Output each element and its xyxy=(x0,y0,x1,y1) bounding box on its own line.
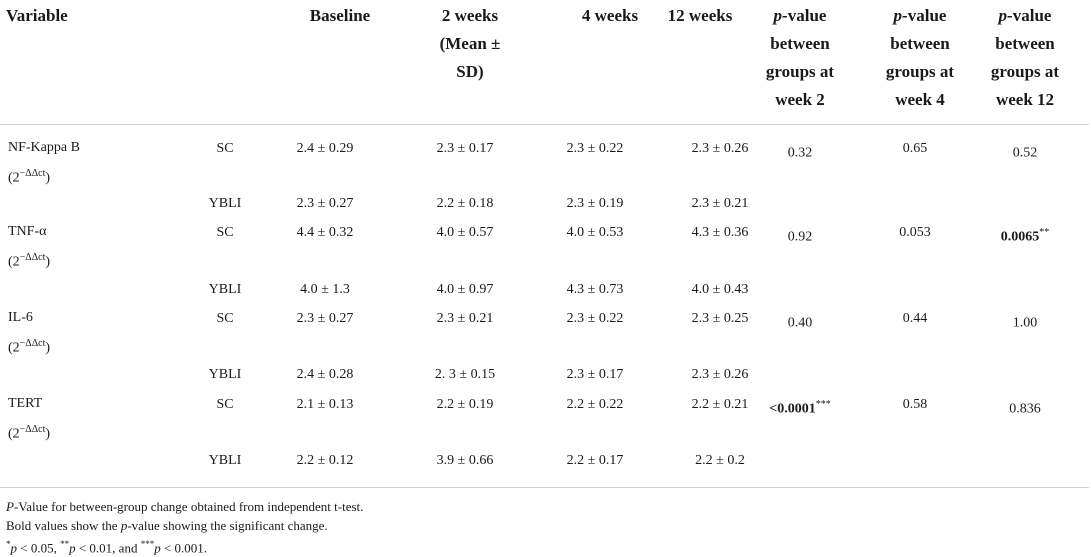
header-variable: Variable xyxy=(6,6,68,25)
table-cell: 2.3 ± 0.26 xyxy=(691,141,749,156)
table-cell: 2.2 ± 0.18 xyxy=(436,196,494,211)
pvalue-week12: 0.836 xyxy=(1009,401,1041,417)
pvalue-week12: 0.0065** xyxy=(1000,227,1050,245)
table-cell: 4.0 ± 0.53 xyxy=(566,225,624,240)
pvalue-week4: 0.44 xyxy=(902,311,928,326)
header-baseline: Baseline xyxy=(309,6,371,25)
table-cell: 2.2 ± 0.22 xyxy=(566,397,624,412)
pvalue-week4: 0.053 xyxy=(899,225,931,240)
footnote-3: *p < 0.05, **p < 0.01, and ***p < 0.001. xyxy=(6,539,208,556)
group-sc: SC xyxy=(216,311,234,326)
pvalue-week4: 0.58 xyxy=(902,397,928,412)
table-cell: 4.0 ± 0.57 xyxy=(436,225,494,240)
row-label-tert: TERT (2−ΔΔct) xyxy=(8,396,51,442)
pvalue-week2: 0.40 xyxy=(787,315,813,331)
table-cell: 2.3 ± 0.27 xyxy=(296,196,354,211)
header-divider xyxy=(0,124,1089,125)
table-cell: 4.0 ± 0.43 xyxy=(691,282,749,297)
table-cell: 4.3 ± 0.73 xyxy=(566,282,624,297)
table-cell: 2.2 ± 0.12 xyxy=(296,453,354,468)
table-footnotes: P-Value for between-group change obtaine… xyxy=(6,497,363,557)
table-cell: 2.3 ± 0.25 xyxy=(691,311,749,326)
header-pvalue-week12: p-value between groups at week 12 xyxy=(990,6,1060,109)
group-sc: SC xyxy=(216,397,234,412)
group-sc: SC xyxy=(216,141,234,156)
table-cell: 2.3 ± 0.17 xyxy=(566,367,624,382)
table-cell: 2.2 ± 0.19 xyxy=(436,397,494,412)
header-pvalue-week4: p-value between groups at week 4 xyxy=(885,6,955,109)
group-ybli: YBLI xyxy=(208,282,242,297)
pvalue-week4: 0.65 xyxy=(902,141,928,156)
row-label-nfkb: NF-Kappa B (2−ΔΔct) xyxy=(8,140,80,186)
pvalue-week12: 0.52 xyxy=(1012,145,1038,161)
table-cell: 2.1 ± 0.13 xyxy=(296,397,354,412)
group-sc: SC xyxy=(216,225,234,240)
table-cell: 4.3 ± 0.36 xyxy=(691,225,749,240)
header-week12: 12 weeks xyxy=(667,6,733,25)
footnote-1: P-Value for between-group change obtaine… xyxy=(6,499,364,514)
header-pvalue-week2: p-value between groups at week 2 xyxy=(765,6,835,109)
table-cell: 2.2 ± 0.21 xyxy=(691,397,749,412)
footnote-2: Bold values show the p-value showing the… xyxy=(6,518,328,533)
table-cell: 3.9 ± 0.66 xyxy=(436,453,494,468)
pvalue-week2: 0.32 xyxy=(787,145,813,161)
table-cell: 2.3 ± 0.26 xyxy=(691,367,749,382)
table-cell: 4.0 ± 0.97 xyxy=(436,282,494,297)
header-week2: 2 weeks (Mean ± SD) xyxy=(439,6,501,81)
header-week4: 4 weeks xyxy=(581,6,639,25)
table-cell: 2. 3 ± 0.15 xyxy=(434,367,496,382)
group-ybli: YBLI xyxy=(208,453,242,468)
pvalue-week2: 0.92 xyxy=(787,229,813,245)
pvalue-week12: 1.00 xyxy=(1012,315,1038,331)
table-cell: 2.4 ± 0.28 xyxy=(296,367,354,382)
table-cell: 2.2 ± 0.2 xyxy=(695,453,745,468)
group-ybli: YBLI xyxy=(208,367,242,382)
pvalue-week2: <0.0001*** xyxy=(769,399,831,417)
table-cell: 2.3 ± 0.22 xyxy=(566,311,624,326)
footer-divider xyxy=(0,487,1089,488)
table-cell: 4.4 ± 0.32 xyxy=(296,225,354,240)
row-label-il6: IL-6 (2−ΔΔct) xyxy=(8,310,51,356)
group-ybli: YBLI xyxy=(208,196,242,211)
table-cell: 2.3 ± 0.27 xyxy=(296,311,354,326)
table-cell: 4.0 ± 1.3 xyxy=(300,282,350,297)
table-cell: 2.3 ± 0.21 xyxy=(691,196,749,211)
table-cell: 2.3 ± 0.21 xyxy=(436,311,494,326)
row-label-tnf: TNF-α (2−ΔΔct) xyxy=(8,224,51,270)
table-cell: 2.3 ± 0.19 xyxy=(566,196,624,211)
table-cell: 2.3 ± 0.22 xyxy=(566,141,624,156)
table-cell: 2.2 ± 0.17 xyxy=(566,453,624,468)
table-cell: 2.3 ± 0.17 xyxy=(436,141,494,156)
table-cell: 2.4 ± 0.29 xyxy=(296,141,354,156)
